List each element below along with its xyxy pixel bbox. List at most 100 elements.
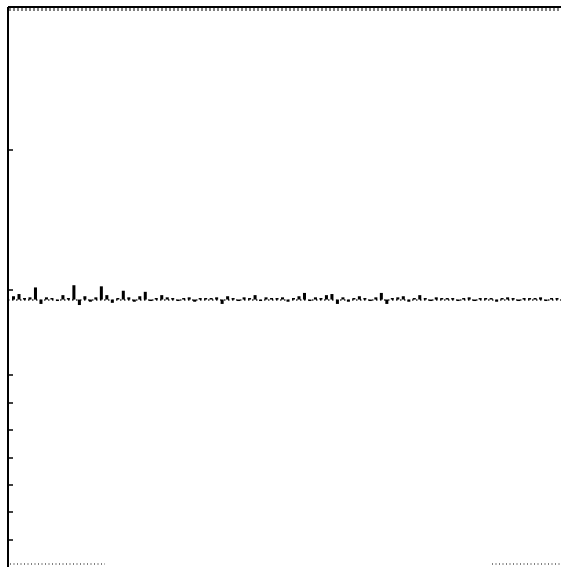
bar [308, 299, 312, 302]
bar [429, 299, 433, 302]
bar [127, 297, 131, 300]
bar [61, 295, 65, 300]
bar [363, 298, 367, 300]
bar [451, 298, 455, 300]
bar [138, 296, 142, 300]
bar [291, 298, 296, 300]
bar [132, 299, 136, 302]
bar [522, 298, 526, 300]
bar [500, 298, 504, 300]
bar [418, 295, 422, 300]
bar [533, 298, 537, 300]
bar [423, 298, 427, 300]
bar [396, 297, 400, 300]
bar [88, 299, 92, 302]
bar [335, 299, 339, 304]
bar [473, 299, 477, 302]
bar [281, 297, 285, 300]
bar [330, 294, 334, 300]
bar [506, 297, 510, 300]
bar [357, 296, 361, 300]
bar [517, 299, 521, 302]
bar [270, 298, 274, 300]
bar [467, 297, 471, 300]
bar [171, 298, 175, 300]
bar [121, 290, 125, 300]
bar [105, 295, 109, 300]
bar [193, 299, 197, 302]
bar [352, 298, 356, 300]
bar [528, 298, 532, 300]
bar [28, 297, 32, 300]
bar [456, 299, 460, 302]
bar [407, 299, 411, 302]
bar [66, 298, 70, 300]
bar [555, 298, 559, 300]
bar [341, 297, 345, 300]
bar [313, 297, 317, 300]
bar [33, 287, 37, 300]
bar [226, 296, 230, 300]
bar [22, 298, 26, 300]
bar [17, 294, 21, 300]
bar [215, 297, 219, 300]
bar [544, 299, 548, 302]
bar [248, 298, 252, 300]
bar [165, 297, 169, 300]
bar [346, 299, 350, 302]
bar [445, 298, 449, 300]
bar [511, 298, 515, 300]
bar [83, 296, 87, 300]
bar [220, 299, 224, 304]
bar [182, 298, 186, 300]
bar [110, 299, 114, 303]
bars-group [12, 285, 559, 306]
bar [160, 295, 164, 300]
bar [462, 298, 466, 300]
bar [297, 296, 301, 300]
bar [495, 299, 499, 302]
bar [434, 297, 438, 300]
bar [99, 286, 103, 300]
bar [478, 298, 482, 300]
bar [302, 292, 306, 300]
bar [259, 299, 263, 302]
bar [94, 297, 98, 300]
bar [275, 298, 279, 300]
bar [412, 298, 416, 300]
bar [440, 298, 444, 300]
bar [379, 292, 383, 300]
bar [209, 298, 213, 300]
left-axis-ticks [8, 149, 13, 541]
bar [143, 291, 147, 300]
bar [176, 299, 180, 302]
bar [264, 297, 268, 300]
bar [39, 299, 43, 304]
bar [401, 296, 405, 300]
bar [204, 298, 208, 300]
bar [149, 299, 153, 302]
bar [368, 299, 372, 302]
bar [116, 298, 120, 300]
bar [489, 298, 493, 300]
bar [44, 297, 48, 300]
bar [242, 297, 246, 300]
bar [390, 298, 394, 300]
bar [237, 299, 241, 302]
bar [253, 295, 257, 300]
bar [198, 298, 202, 300]
bar [539, 297, 543, 300]
bar [50, 298, 54, 300]
bar [484, 298, 488, 300]
bar [319, 298, 323, 300]
bar [55, 299, 59, 302]
bar [154, 298, 158, 300]
bar [385, 299, 389, 304]
bar [12, 296, 16, 300]
bar [187, 297, 191, 300]
bar [72, 285, 76, 300]
bar [374, 297, 378, 300]
bar [231, 298, 235, 300]
bar [77, 299, 81, 306]
